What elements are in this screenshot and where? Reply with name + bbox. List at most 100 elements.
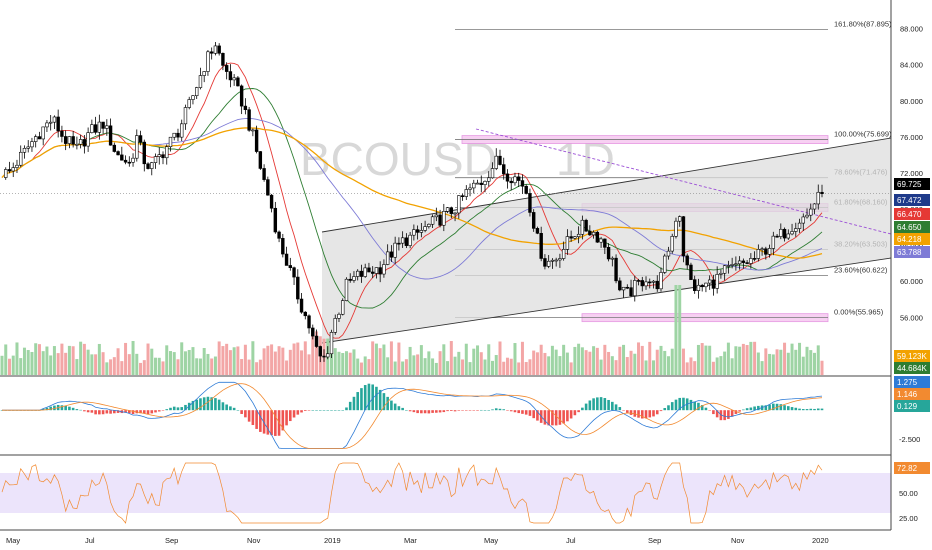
macd-histogram-bar [300, 410, 303, 413]
candle-body [719, 272, 723, 275]
volume-bar [569, 362, 573, 375]
time-axis-tick: Sep [648, 536, 661, 545]
volume-bar [180, 342, 184, 375]
macd-histogram-bar [255, 410, 258, 429]
volume-bar [603, 344, 607, 375]
candle-body [442, 211, 446, 226]
volume-bar [255, 362, 259, 375]
volume-bar [296, 342, 300, 375]
candle-body [464, 189, 468, 197]
candle-body [625, 286, 629, 289]
volume-bar [79, 341, 83, 375]
candle-body [722, 265, 727, 274]
macd-axis-tick: -2.500 [899, 435, 920, 444]
volume-bar [539, 344, 543, 375]
scale-badge [894, 462, 930, 474]
volume-bar [622, 344, 626, 375]
candle-body [318, 346, 322, 357]
volume-bar [303, 341, 307, 375]
scale-badge [894, 221, 930, 233]
macd-histogram-bar [573, 410, 577, 416]
macd-histogram-bar [431, 410, 434, 413]
candle-body [262, 168, 266, 180]
macd-histogram-bar [191, 400, 195, 411]
volume-bar [270, 344, 274, 375]
macd-histogram-bar [487, 410, 491, 411]
volume-bar [786, 352, 790, 375]
macd-histogram-bar [783, 405, 786, 411]
volume-bar [820, 360, 824, 375]
candle-body [502, 164, 506, 175]
scale-badge-text: 44.684K [897, 364, 927, 373]
macd-histogram-bar [113, 410, 116, 414]
candle-body [685, 255, 689, 266]
macd-histogram-bar [266, 410, 270, 435]
macd-histogram-bar [199, 398, 202, 411]
price-axis-tick: 60.000 [900, 277, 923, 286]
candle-body [423, 226, 427, 231]
candle-body [33, 136, 38, 142]
candle-body [15, 164, 19, 168]
volume-bar [745, 345, 749, 375]
candle-body [681, 216, 686, 257]
candle-body [696, 284, 701, 291]
macd-histogram-bar [494, 408, 498, 411]
macd-histogram-bar [659, 410, 663, 412]
macd-histogram-bar [618, 407, 622, 411]
candle-body [75, 143, 79, 146]
candle-body [591, 231, 596, 236]
scale-badge-text: 64.218 [897, 235, 922, 244]
volume-bar [479, 352, 483, 375]
volume-bar [195, 358, 199, 375]
candle-body [206, 51, 210, 72]
macd-histogram-bar [236, 410, 240, 411]
volume-bar [502, 361, 506, 375]
volume-bar [273, 351, 277, 375]
candle-body [404, 237, 409, 246]
candle-body [692, 279, 697, 291]
macd-histogram-bar [367, 383, 371, 411]
candle-body [700, 284, 704, 288]
candle-body [37, 136, 42, 140]
macd-histogram-bar [180, 407, 184, 411]
macd-histogram-bar [532, 410, 535, 419]
volume-bar [775, 349, 779, 375]
volume-bar [386, 357, 390, 375]
candle-body [363, 267, 367, 277]
candle-body [666, 250, 671, 257]
macd-histogram-bar [700, 405, 704, 411]
price-axis-tick: 88.000 [900, 25, 923, 34]
volume-bar [30, 351, 34, 375]
volume-bar [389, 341, 393, 375]
price-candles [4, 41, 824, 363]
volume-bar [52, 346, 56, 375]
macd-histogram-bar [270, 410, 273, 436]
candle-body [737, 260, 742, 265]
candle-body [801, 216, 805, 224]
candle-body [180, 123, 184, 138]
macd-histogram-bar [281, 410, 285, 431]
volume-bar [251, 341, 255, 375]
macd-histogram-bar [749, 407, 753, 411]
time-axis-tick: May [484, 536, 498, 545]
volume-bar [734, 346, 738, 375]
macd-histogram-bar [345, 407, 348, 411]
candle-body [760, 248, 764, 251]
macd-histogram-bar [442, 410, 446, 413]
volume-bar [397, 342, 401, 375]
candle-body [756, 249, 761, 259]
macd-histogram-bar [764, 405, 768, 411]
candle-body [296, 276, 300, 300]
candle-body [812, 203, 817, 210]
macd-signal-line [2, 383, 823, 449]
macd-histogram-bar [360, 388, 363, 411]
candle-body [726, 265, 731, 267]
volume-bar [285, 360, 289, 375]
time-axis-tick: Sep [165, 536, 178, 545]
volume-bar [97, 343, 101, 375]
volume-bar [419, 345, 423, 375]
rsi-panel [0, 462, 891, 524]
macd-histogram-bar [652, 410, 655, 417]
candle-body [48, 121, 53, 124]
